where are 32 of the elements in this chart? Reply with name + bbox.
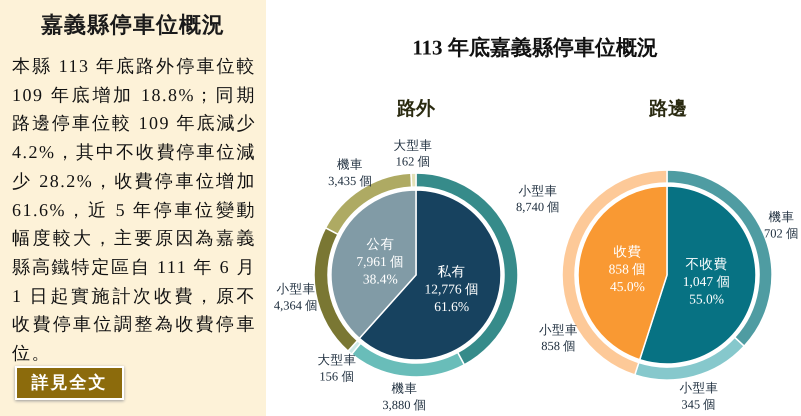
data-label: 858 個: [541, 339, 576, 353]
slice-label: 不收費: [686, 256, 728, 272]
chart-title: 113 年底嘉義縣停車位概況: [412, 35, 658, 60]
data-label: 3,880 個: [382, 398, 427, 412]
slice-label: 機車: [337, 158, 364, 172]
data-label: 156 個: [319, 369, 354, 384]
data-label: 702 個: [764, 226, 799, 240]
data-label: 8,740 個: [516, 200, 560, 214]
slice-label: 大型車: [394, 138, 433, 152]
slice-label: 機車: [768, 210, 794, 224]
text: 本縣 113 年底路外停車位較 109 年底增加 18.8%；同期路邊停車位較 109 年底減少 4.2%，其中不收費停車位減少 28.2%，收費停車位增加 61.6%，近 5 年停車位變動幅度較大，主要原因為嘉義縣高鐵特定區自 111 年 6 月 1 日起實施計次收費，原不收費停車位調整為收費停車位。: [12, 56, 256, 364]
data-label: 7,961 個 38.4%: [356, 254, 404, 287]
data-label: 1,047 個 55.0%: [682, 274, 730, 306]
slice-label: 小型車: [539, 322, 578, 337]
slice-label: 私有: [438, 264, 466, 279]
slice-label: 小型車: [679, 381, 718, 396]
data-label: 345 個: [681, 397, 716, 412]
slice-label: 公有: [366, 236, 394, 252]
text: 詳見全文: [15, 366, 124, 400]
text: 嘉義縣停車位概況: [40, 11, 226, 39]
slice-label: 小型車: [518, 184, 558, 198]
chart-subtitle: 路邊: [648, 98, 687, 120]
data-label: 4,364 個: [274, 298, 318, 312]
data-label: 12,776 個 61.6%: [424, 281, 479, 314]
slice-label: 收費: [613, 244, 642, 259]
data-label: 3,435 個: [328, 174, 372, 188]
chart-subtitle: 路外: [396, 98, 436, 120]
slice-label: 小型車: [276, 282, 316, 296]
slice-label: 大型車: [317, 353, 356, 368]
slice-label: 機車: [392, 382, 418, 396]
data-label: 858 個 45.0%: [608, 262, 646, 294]
data-label: 162 個: [396, 154, 430, 169]
